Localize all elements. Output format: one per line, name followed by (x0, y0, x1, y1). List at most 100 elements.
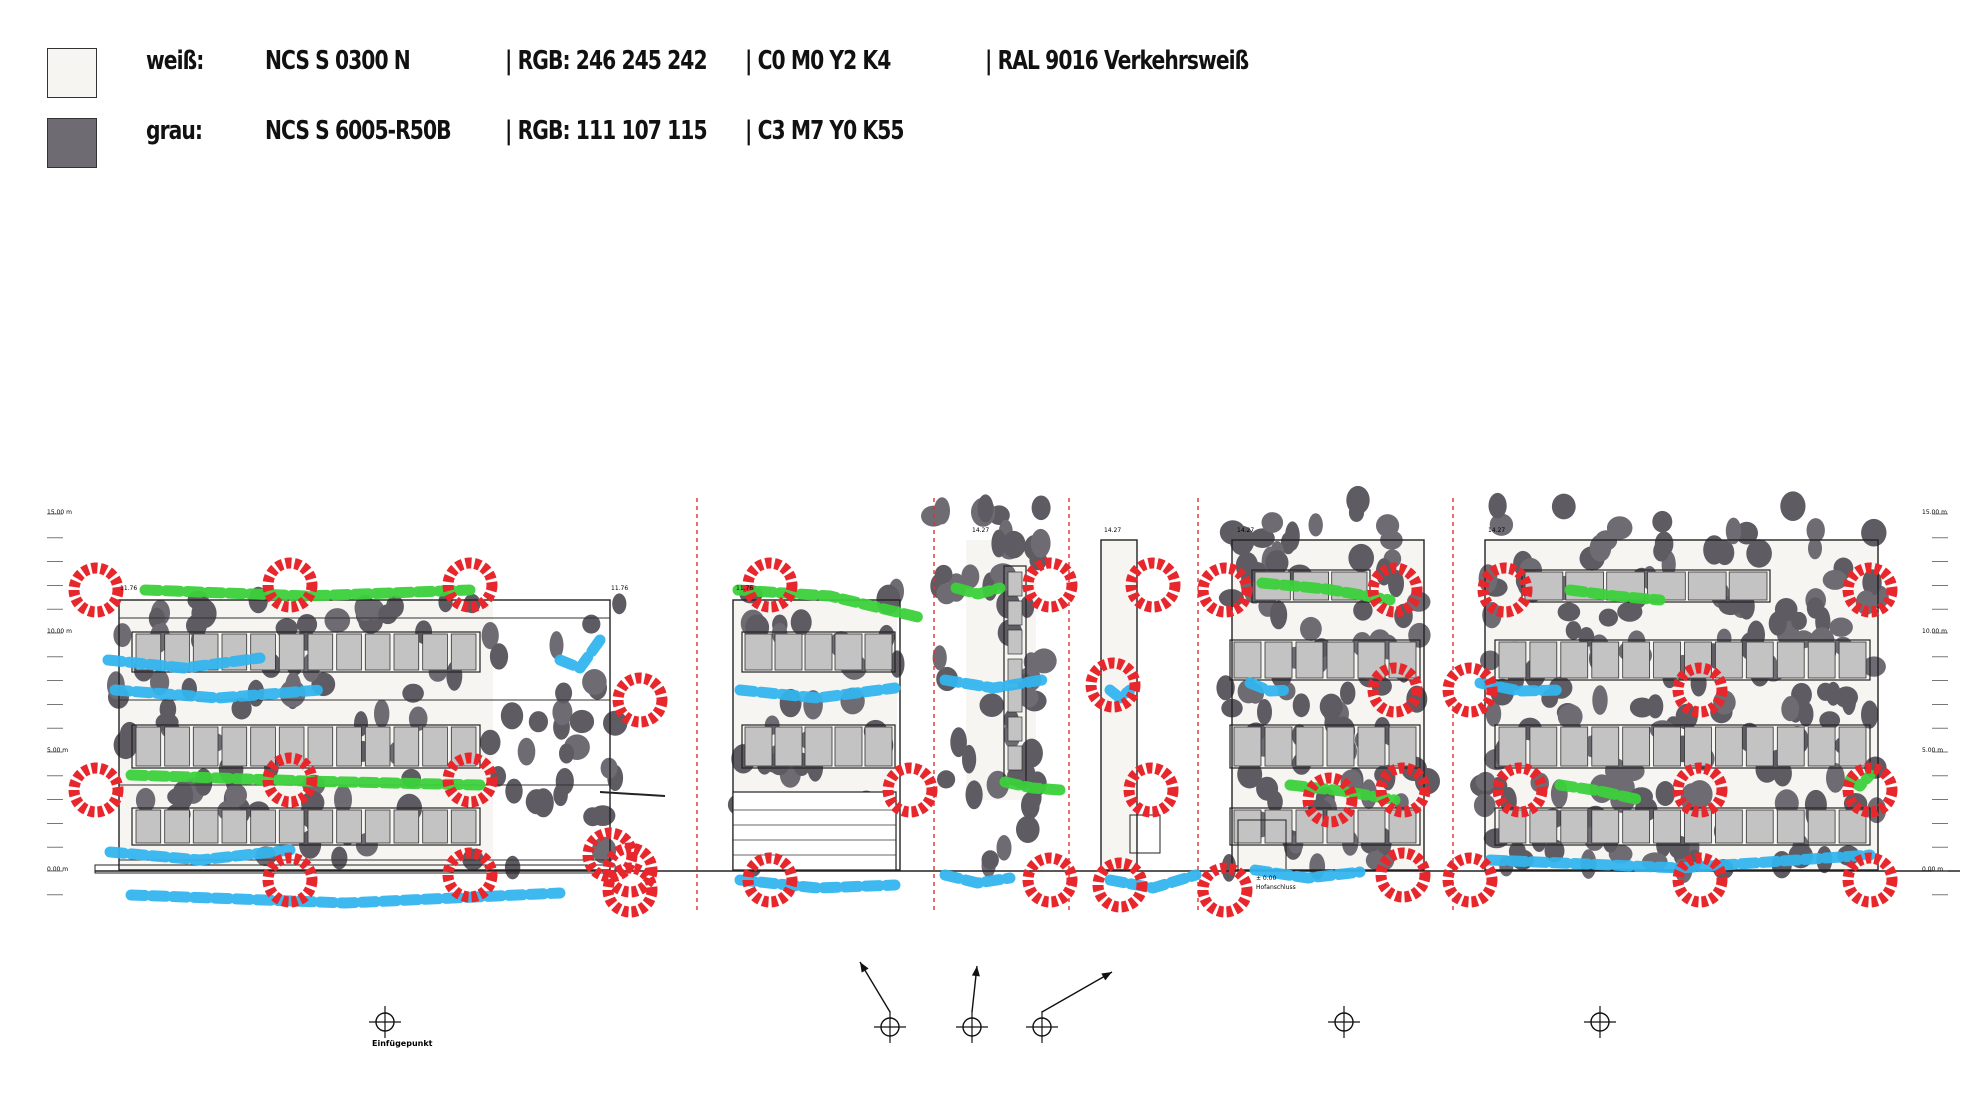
grey-patch (1746, 539, 1772, 568)
window-pane (1388, 726, 1417, 767)
grey-patch (977, 494, 994, 523)
grey-patch (1861, 518, 1887, 547)
window-pane (804, 633, 833, 671)
grey-patch (354, 594, 376, 622)
window-pane (1653, 641, 1681, 679)
window-pane (1622, 641, 1650, 679)
grey-patch (934, 497, 950, 525)
window-pane (774, 633, 803, 671)
grey-patch (1798, 701, 1814, 727)
window-pane (1745, 641, 1774, 679)
strip-window (1007, 600, 1023, 626)
window-pane (307, 726, 334, 767)
window-pane (336, 633, 362, 671)
grey-patch (1031, 648, 1057, 674)
grey-patch (1654, 531, 1674, 557)
grey-patch (1016, 815, 1040, 844)
red-ring (742, 852, 798, 908)
red-ring (1367, 662, 1423, 718)
blue-stroke (734, 874, 901, 894)
window-pane (393, 726, 420, 767)
window-pane (1560, 809, 1589, 844)
window-pane (1264, 809, 1293, 844)
grey-patch (549, 631, 564, 660)
blue-stroke (554, 634, 606, 674)
window-pane (1653, 726, 1681, 767)
window-pane (1233, 726, 1262, 767)
arrow-head (971, 966, 980, 977)
blue-stroke (1484, 849, 1876, 874)
red-ring (442, 557, 498, 613)
grey-patch (1261, 512, 1284, 533)
grey-patch (1774, 598, 1798, 622)
grey-patch (1826, 763, 1845, 793)
red-ring (742, 557, 798, 613)
window-band (741, 631, 896, 673)
grey-patch (996, 835, 1012, 861)
window-pane (1745, 726, 1774, 767)
grey-patch (135, 787, 156, 813)
facade-outline (118, 599, 611, 871)
grey-patch (582, 614, 601, 634)
window-pane (278, 633, 305, 671)
window-pane (336, 809, 362, 844)
level-label-10-left: 10.00 m (47, 628, 72, 635)
grey-patch (1257, 699, 1272, 725)
grey-patch (1806, 518, 1825, 543)
height-tag-6: 14.27 (1237, 527, 1254, 534)
legend-white-cmyk: | C0 M0 Y2 K4 (745, 46, 891, 76)
window-pane (1684, 726, 1712, 767)
blue-stroke (109, 684, 326, 704)
level-label-5-right: 5.00 m (1922, 747, 1943, 754)
height-tag-2: 11.76 (611, 585, 628, 592)
grey-patch (528, 711, 549, 733)
window-pane (1264, 726, 1293, 767)
window-pane (450, 809, 477, 844)
red-ring (1197, 562, 1253, 618)
window-band (131, 631, 481, 673)
window-pane (1807, 809, 1836, 844)
grey-patch (1565, 621, 1582, 640)
grey-patch (590, 805, 616, 826)
insertion-point-label: Einfügepunkt (372, 1039, 433, 1048)
window-pane (1622, 726, 1650, 767)
grey-patch (480, 729, 501, 756)
grey-patch (1862, 569, 1882, 596)
window-pane (307, 633, 334, 671)
grey-patch (555, 768, 574, 795)
grey-patch (981, 850, 999, 870)
legend-white-rgb: | RGB: 246 245 242 (505, 46, 708, 76)
grey-patch (612, 593, 627, 615)
red-ring (1085, 657, 1141, 713)
grey-patch (489, 643, 509, 670)
strip-window (1007, 745, 1023, 771)
window-pane (135, 726, 162, 767)
grey-patch (172, 780, 194, 811)
red-ring (1672, 662, 1728, 718)
grey-patch (1725, 517, 1742, 545)
window-pane (1591, 641, 1620, 679)
grey-patch (1408, 622, 1431, 648)
legend-grey-cmyk: | C3 M7 Y0 K55 (745, 116, 905, 146)
grey-patch (961, 564, 980, 589)
grey-patch (790, 609, 812, 636)
red-ring (1302, 772, 1358, 828)
blue-stroke (1249, 864, 1366, 884)
window-pane (1498, 641, 1527, 679)
grey-patch (1817, 682, 1834, 701)
grey-patch (1348, 543, 1374, 573)
red-ring (68, 562, 124, 618)
window-pane (135, 809, 162, 844)
red-ring (262, 752, 318, 808)
grey-patch (1841, 687, 1856, 715)
blue-stroke (939, 674, 1048, 694)
grey-patch (979, 693, 1005, 717)
blue-stroke (1244, 677, 1296, 697)
grey-patch (937, 770, 956, 789)
swatch-white (47, 48, 97, 98)
window-band (1494, 807, 1871, 846)
grey-patch (334, 784, 352, 815)
window-pane (1776, 726, 1805, 767)
grey-patch (402, 683, 424, 703)
window-pane (864, 726, 893, 767)
